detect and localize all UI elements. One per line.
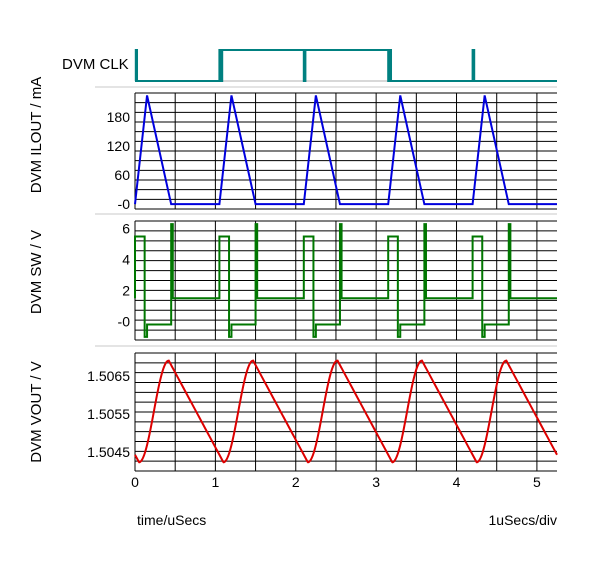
sw-trace bbox=[134, 223, 557, 338]
x-tick-label: 5 bbox=[533, 474, 541, 490]
y-tick-label: -0 bbox=[118, 196, 131, 212]
y-tick-label: -0 bbox=[118, 313, 131, 329]
x-div-label: 1uSecs/div bbox=[489, 512, 557, 528]
vout-trace bbox=[134, 359, 558, 464]
clk-label: DVM CLK bbox=[62, 56, 129, 73]
x-tick-label: 4 bbox=[453, 474, 461, 490]
y-tick-label: 1.5045 bbox=[87, 444, 130, 460]
x-tick-label: 1 bbox=[211, 474, 219, 490]
y-tick-label: 6 bbox=[122, 221, 130, 237]
sw-ylabel: DVM SW / V bbox=[28, 230, 45, 314]
ilout-ylabel: DVM ILOUT / mA bbox=[28, 77, 45, 193]
y-tick-label: 180 bbox=[107, 109, 131, 125]
y-tick-label: 2 bbox=[122, 283, 130, 299]
x-axis-label: time/uSecs bbox=[137, 512, 206, 528]
vout-ylabel: DVM VOUT / V bbox=[28, 361, 45, 462]
y-tick-label: 60 bbox=[114, 167, 130, 183]
clk-trace bbox=[134, 49, 557, 82]
x-tick-label: 3 bbox=[372, 474, 380, 490]
x-tick-label: 0 bbox=[131, 474, 139, 490]
ilout-trace bbox=[134, 95, 557, 206]
x-tick-label: 2 bbox=[292, 474, 300, 490]
panel-clk bbox=[134, 49, 557, 82]
panel-sw: -0 2 4 6 bbox=[118, 220, 557, 341]
panel-ilout: -0 60 120 180 bbox=[107, 92, 557, 212]
y-tick-label: 120 bbox=[107, 138, 131, 154]
panel-vout: 1.5045 1.5055 1.5065 0 1 2 3 4 5 bbox=[87, 352, 558, 490]
y-tick-label: 4 bbox=[122, 252, 130, 268]
y-tick-label: 1.5065 bbox=[87, 368, 130, 384]
y-tick-label: 1.5055 bbox=[87, 406, 130, 422]
